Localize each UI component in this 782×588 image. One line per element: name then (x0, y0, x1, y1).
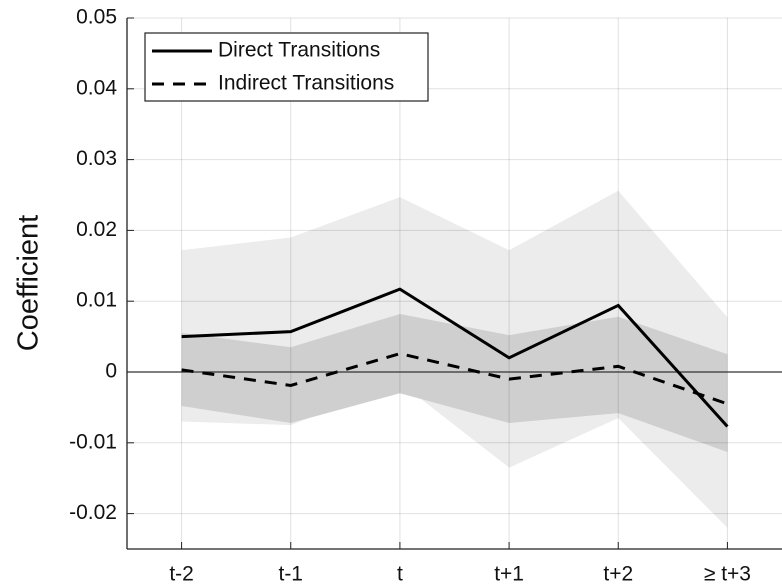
series-line (181, 352, 728, 406)
y-tick-label: 0.02 (76, 218, 117, 241)
y-tick-label: 0.04 (76, 76, 117, 99)
y-tick-label: 0.01 (76, 289, 117, 312)
legend-label: Direct Transitions (218, 39, 380, 62)
legend: Direct Transitions Indirect Transitions (144, 32, 429, 102)
y-tick-label: 0.03 (76, 147, 117, 170)
confidence-band (181, 313, 728, 453)
y-axis-label: Coefficient (13, 215, 45, 352)
legend-label: Indirect Transitions (218, 72, 394, 95)
x-tick-label: t-1 (278, 563, 303, 586)
x-tick-label: t-2 (169, 563, 194, 586)
legend-box (144, 32, 429, 102)
y-tick-label: -0.01 (69, 430, 117, 453)
x-tick-label: t (397, 563, 403, 586)
x-tick-label: ≥ t+3 (704, 563, 751, 586)
y-tick-label: 0.05 (76, 6, 117, 29)
y-tick-label: -0.02 (69, 501, 117, 524)
x-tick-label: t+2 (603, 563, 633, 586)
x-tick-label: t+1 (494, 563, 524, 586)
y-tick-label: 0 (105, 360, 117, 383)
series-line (181, 287, 729, 428)
